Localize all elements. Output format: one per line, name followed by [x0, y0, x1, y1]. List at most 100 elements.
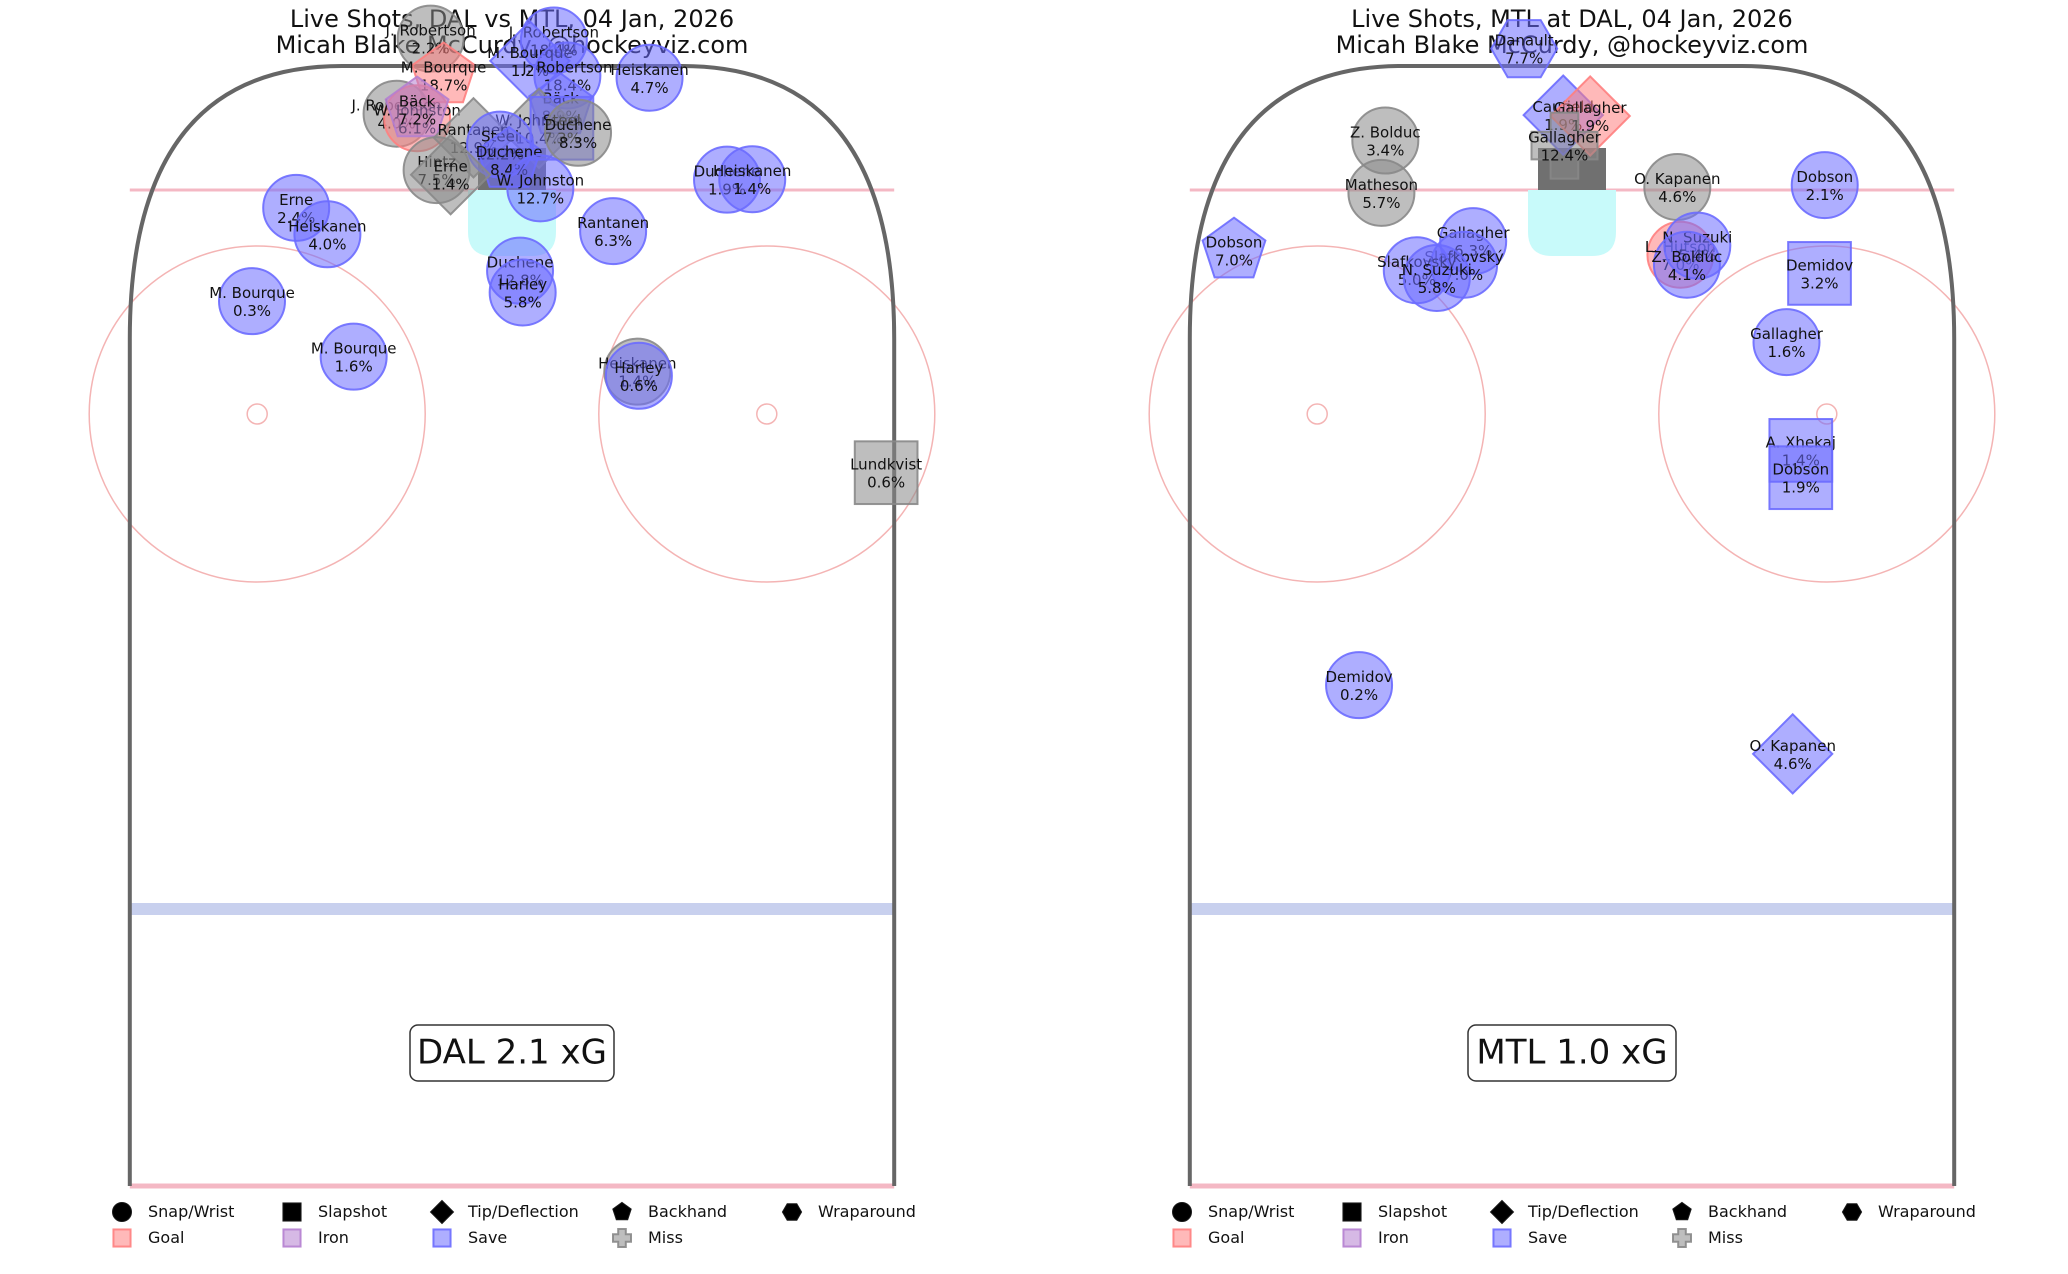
- shot-player-label: Erne: [434, 158, 468, 176]
- legend-shape-label: Slapshot: [318, 1202, 387, 1221]
- shot-player-label: O. Kapanen: [1750, 737, 1836, 755]
- shot-circle: [293, 200, 362, 269]
- shot-circle: [604, 341, 673, 410]
- shot-player-label: Lundkvist: [850, 456, 922, 474]
- shot-circle: [319, 322, 388, 391]
- legend-outcome-label: Miss: [648, 1228, 683, 1247]
- legend: Snap/Wrist Slapshot Tip/Deflection Backhand…: [112, 1199, 916, 1248]
- shot-xg-label: 1.9%: [1782, 479, 1820, 497]
- shot-xg-label: 1.6%: [1767, 343, 1805, 361]
- legend-shape-square: [282, 1202, 302, 1222]
- shot-player-label: Dobson: [1772, 461, 1829, 479]
- shot-xg-label: 0.6%: [867, 474, 905, 492]
- legend-shape-label: Snap/Wrist: [148, 1202, 234, 1221]
- legend-shape-circle: [1172, 1202, 1192, 1222]
- shot-player-label: Duchene: [545, 116, 612, 134]
- faceoff-circle: [88, 245, 426, 583]
- legend-shape-hexagon: [781, 1203, 803, 1221]
- legend-outcome-iron: [282, 1228, 302, 1248]
- xg-box: MTL 1.0 xG: [1467, 1024, 1677, 1082]
- faceoff-dot: [756, 403, 778, 425]
- shot-player-label: O. Kapanen: [1634, 170, 1720, 188]
- mtl-shot-panel: Live Shots, MTL at DAL, 04 Jan, 2026 Mic…: [1148, 5, 1996, 1248]
- legend-shape-hexagon: [1841, 1203, 1863, 1221]
- shot-player-label: M. Bourque: [401, 58, 487, 76]
- shot-xg-label: 7.7%: [1505, 50, 1543, 68]
- shot-player-label: M. Bourque: [311, 340, 397, 358]
- legend-shape-label: Backhand: [1708, 1202, 1787, 1221]
- legend-shape-circle: [112, 1202, 132, 1222]
- shot-xg-label: 5.8%: [504, 294, 542, 312]
- shot-marks: Danault7.7%Caufield1.9%Gallagher1.9%Gall…: [1201, 19, 1859, 795]
- shot-player-label: Harley: [498, 276, 547, 294]
- legend-outcome-miss: [612, 1228, 632, 1248]
- panel-title: Live Shots, MTL at DAL, 04 Jan, 2026: [1351, 5, 1793, 33]
- shot-circle: [1402, 243, 1471, 312]
- legend-shape-label: Slapshot: [1378, 1202, 1447, 1221]
- legend-outcome-label: Goal: [1208, 1228, 1244, 1247]
- shot-xg-label: 2.1%: [1806, 186, 1844, 204]
- rink-boards: [1187, 64, 1957, 1186]
- legend: Snap/Wrist Slapshot Tip/Deflection Backhand…: [1172, 1199, 1976, 1248]
- legend-outcome-miss: [1672, 1228, 1692, 1248]
- shot-xg-label: 0.3%: [233, 302, 271, 320]
- legend-shape-pentagon: [612, 1201, 632, 1221]
- legend-outcome-label: Iron: [1378, 1228, 1409, 1247]
- shot-circle: [1347, 158, 1416, 227]
- shot-player-label: J. Robertson: [385, 22, 476, 40]
- shot-player-label: Demidov: [1786, 256, 1853, 274]
- shot-xg-label: 12.4%: [1541, 147, 1589, 165]
- shot-xg-label: 1.4%: [432, 176, 470, 194]
- shot-pentagon: [384, 75, 450, 138]
- legend-shape-label: Snap/Wrist: [1208, 1202, 1294, 1221]
- shot-player-label: Z. Bolduc: [1652, 248, 1723, 266]
- legend-outcome-iron: [1342, 1228, 1362, 1248]
- shot-diamond: [1751, 712, 1834, 795]
- shot-circle: [718, 145, 787, 214]
- shot-circle: [506, 154, 575, 223]
- shot-player-label: Gallagher: [1528, 129, 1602, 147]
- shot-player-label: Heiskanen: [288, 217, 366, 235]
- shot-circle: [1325, 651, 1394, 720]
- xg-box: DAL 2.1 xG: [409, 1024, 615, 1082]
- shot-xg-label: 4.7%: [630, 79, 668, 97]
- shot-player-label: Dobson: [1206, 234, 1263, 252]
- shot-xg-label: 0.2%: [1340, 686, 1378, 704]
- shot-circle: [615, 43, 684, 112]
- shot-player-label: Rantanen: [577, 214, 649, 232]
- shot-circle: [1652, 230, 1721, 299]
- shot-player-label: Matheson: [1345, 176, 1418, 194]
- shot-xg-label: 4.6%: [1658, 188, 1696, 206]
- shot-player-label: Heiskanen: [610, 61, 688, 79]
- shot-xg-label: 12.7%: [517, 189, 565, 207]
- shot-xg-label: 4.6%: [1774, 755, 1812, 773]
- shot-xg-label: 7.0%: [1215, 252, 1253, 270]
- shot-xg-label: 3.2%: [1800, 274, 1838, 292]
- legend-shape-label: Wraparound: [818, 1202, 916, 1221]
- shot-circle: [218, 267, 286, 336]
- shot-pentagon: [1201, 216, 1267, 279]
- shot-circle: [1790, 151, 1859, 220]
- legend-shape-pentagon: [1672, 1201, 1692, 1221]
- shot-xg-label: 6.3%: [594, 232, 632, 250]
- panel-subtitle: Micah Blake McCurdy, @hockeyviz.com: [1336, 31, 1809, 59]
- shot-plus: [1530, 111, 1599, 180]
- shot-xg-label: 1.9%: [1571, 117, 1609, 135]
